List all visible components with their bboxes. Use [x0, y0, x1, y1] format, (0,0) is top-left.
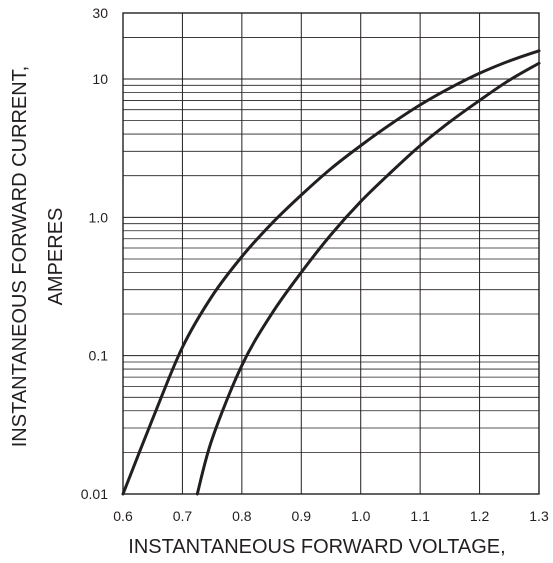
y-tick-label: 10 — [92, 71, 108, 87]
x-tick-label: 1.1 — [410, 508, 430, 524]
y-tick-label: 0.01 — [81, 486, 108, 502]
x-tick-label: 1.0 — [351, 508, 371, 524]
series-line-1 — [121, 49, 541, 496]
x-tick-label: 1.3 — [529, 508, 549, 524]
x-tick-label: 0.6 — [113, 508, 133, 524]
plot-frame — [122, 12, 540, 495]
x-tick-label: 1.2 — [470, 508, 490, 524]
y-tick-label: 0.1 — [89, 348, 109, 364]
y-tick-labels: 0.01 0.1 1.0 10 30 — [81, 5, 108, 502]
x-axis-title: INSTANTANEOUS FORWARD VOLTAGE, — [128, 536, 505, 558]
y-tick-label: 30 — [92, 5, 108, 21]
y-axis-title-line-1: INSTANTANEOUS FORWARD CURRENT, — [9, 66, 31, 448]
x-tick-label: 0.8 — [232, 508, 252, 524]
x-tick-label: 0.9 — [292, 508, 312, 524]
y-axis-title-line-2: AMPERES — [45, 208, 67, 306]
y-tick-label: 1.0 — [89, 209, 109, 225]
x-tick-labels: 0.6 0.7 0.8 0.9 1.0 1.1 1.2 1.3 — [113, 508, 549, 524]
x-tick-label: 0.7 — [173, 508, 193, 524]
curves — [121, 49, 541, 496]
grid — [122, 12, 540, 495]
series-line-2 — [195, 61, 541, 496]
